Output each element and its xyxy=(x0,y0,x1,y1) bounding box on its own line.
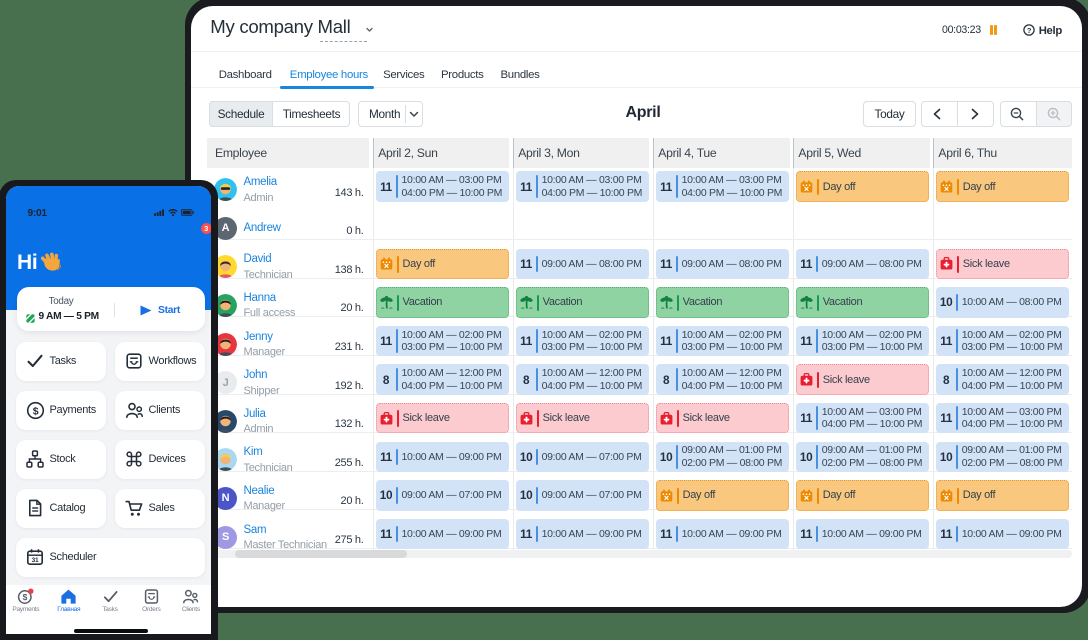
svg-text:$: $ xyxy=(23,592,28,602)
svg-text:31: 31 xyxy=(32,557,39,564)
svg-text:?: ? xyxy=(1026,26,1031,35)
svg-text:$: $ xyxy=(32,405,38,417)
